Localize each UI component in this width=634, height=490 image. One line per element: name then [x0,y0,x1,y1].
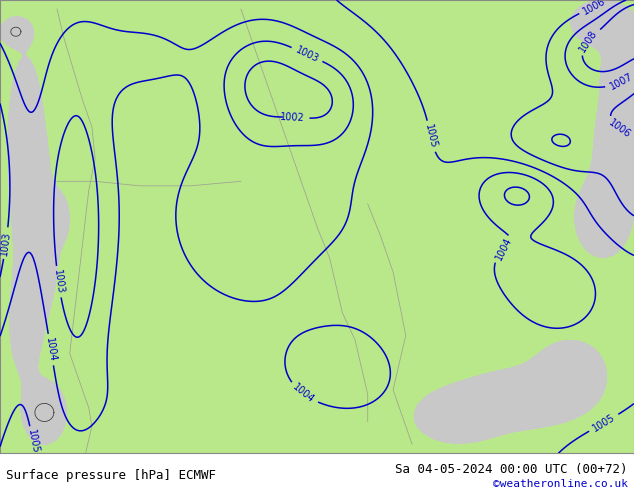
Text: Surface pressure [hPa] ECMWF: Surface pressure [hPa] ECMWF [6,469,216,482]
Text: 1005: 1005 [591,412,617,434]
Text: Sa 04-05-2024 00:00 UTC (00+72): Sa 04-05-2024 00:00 UTC (00+72) [395,463,628,476]
Text: 1008: 1008 [578,28,599,54]
Text: 1007: 1007 [608,71,634,92]
Text: 1003: 1003 [294,45,320,64]
Text: 1002: 1002 [280,112,305,122]
Text: ©weatheronline.co.uk: ©weatheronline.co.uk [493,479,628,489]
Text: 1006: 1006 [607,118,633,140]
Text: 1004: 1004 [494,236,514,262]
Text: 1005: 1005 [26,429,41,455]
Text: 1005: 1005 [423,123,439,149]
Text: 1006: 1006 [581,0,607,16]
Text: 1004: 1004 [291,382,316,405]
Text: 1004: 1004 [44,337,58,363]
Text: 1003: 1003 [52,269,65,294]
Text: 1003: 1003 [0,230,13,256]
